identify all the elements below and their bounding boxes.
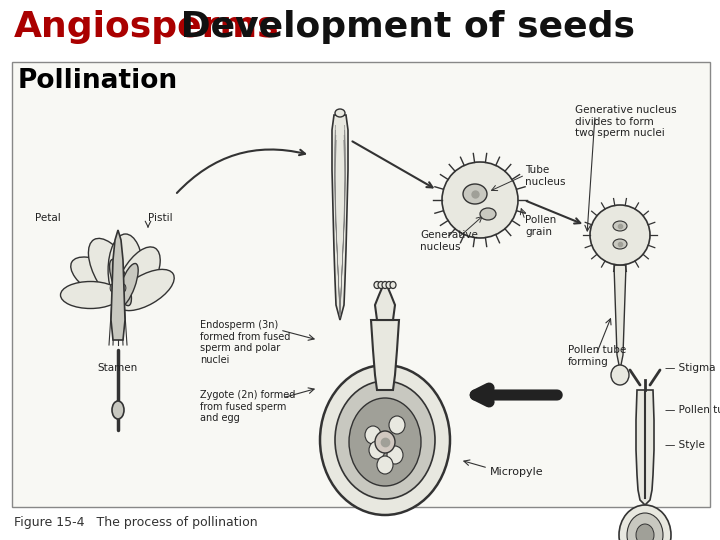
- Ellipse shape: [121, 284, 126, 292]
- Ellipse shape: [108, 234, 143, 306]
- Ellipse shape: [119, 284, 124, 292]
- Ellipse shape: [389, 416, 405, 434]
- Ellipse shape: [375, 431, 395, 453]
- Ellipse shape: [115, 284, 120, 292]
- Polygon shape: [636, 390, 654, 505]
- Text: Micropyle: Micropyle: [490, 467, 544, 477]
- Ellipse shape: [377, 456, 393, 474]
- Text: Endosperm (3n)
formed from fused
sperm and polar
nuclei: Endosperm (3n) formed from fused sperm a…: [200, 320, 290, 365]
- Ellipse shape: [365, 426, 381, 444]
- Text: Pollination: Pollination: [18, 68, 178, 94]
- Polygon shape: [111, 230, 125, 340]
- Bar: [12, 62, 710, 507]
- Ellipse shape: [116, 247, 161, 308]
- Text: Pollen tube
forming: Pollen tube forming: [568, 345, 626, 367]
- Ellipse shape: [112, 401, 124, 419]
- Polygon shape: [375, 285, 395, 320]
- Ellipse shape: [463, 184, 487, 204]
- Text: Pollen
grain: Pollen grain: [525, 215, 557, 237]
- Text: Generative
nucleus: Generative nucleus: [420, 230, 478, 252]
- Ellipse shape: [320, 365, 450, 515]
- Polygon shape: [332, 115, 348, 320]
- Ellipse shape: [480, 208, 496, 220]
- Ellipse shape: [627, 513, 663, 540]
- Ellipse shape: [60, 281, 120, 308]
- Ellipse shape: [386, 281, 392, 288]
- Ellipse shape: [619, 505, 671, 540]
- Ellipse shape: [89, 238, 138, 307]
- Text: Development of seeds: Development of seeds: [168, 10, 635, 44]
- Ellipse shape: [590, 205, 650, 265]
- Text: — Stigma: — Stigma: [665, 363, 716, 373]
- Text: Zygote (2n) formed
from fused sperm
and egg: Zygote (2n) formed from fused sperm and …: [200, 390, 295, 423]
- Ellipse shape: [636, 524, 654, 540]
- Ellipse shape: [369, 441, 385, 459]
- Ellipse shape: [112, 284, 117, 292]
- Text: Tube
nucleus: Tube nucleus: [525, 165, 565, 187]
- Text: Petal: Petal: [35, 213, 60, 223]
- Ellipse shape: [109, 259, 132, 306]
- Ellipse shape: [335, 381, 435, 499]
- Ellipse shape: [117, 269, 174, 310]
- Text: Pistil: Pistil: [148, 213, 173, 223]
- Polygon shape: [371, 320, 399, 390]
- Ellipse shape: [118, 264, 138, 307]
- Ellipse shape: [349, 398, 421, 486]
- Ellipse shape: [611, 365, 629, 385]
- Ellipse shape: [335, 109, 345, 117]
- Ellipse shape: [378, 281, 384, 288]
- Ellipse shape: [382, 281, 388, 288]
- Text: Generative nucleus
divides to form
two sperm nuclei: Generative nucleus divides to form two s…: [575, 105, 677, 138]
- Ellipse shape: [110, 284, 115, 292]
- Text: Figure 15-4   The process of pollination: Figure 15-4 The process of pollination: [14, 516, 258, 529]
- Ellipse shape: [387, 446, 403, 464]
- Text: — Style: — Style: [665, 440, 705, 450]
- Ellipse shape: [442, 162, 518, 238]
- Text: Angiosperms: Angiosperms: [14, 10, 279, 44]
- Polygon shape: [614, 265, 626, 370]
- Ellipse shape: [613, 239, 627, 249]
- Ellipse shape: [374, 281, 380, 288]
- Ellipse shape: [71, 257, 135, 303]
- Text: Stamen: Stamen: [98, 363, 138, 373]
- Text: — Pollen tube: — Pollen tube: [665, 405, 720, 415]
- Ellipse shape: [613, 221, 627, 231]
- Ellipse shape: [390, 281, 396, 288]
